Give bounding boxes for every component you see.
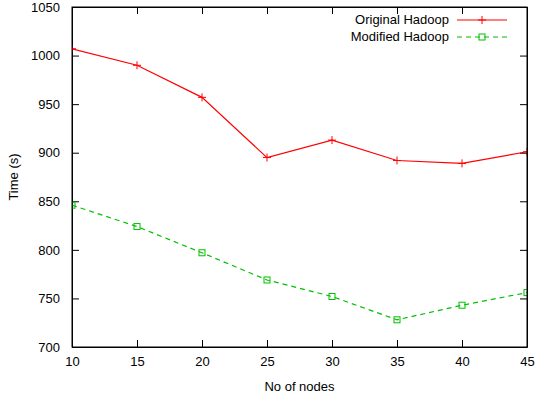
tick: 900: [38, 145, 79, 160]
tick-mark: [520, 250, 527, 251]
tick-mark: [72, 298, 79, 299]
tick-label: 20: [195, 354, 209, 369]
tick-label: 950: [38, 97, 60, 112]
tick-mark: [397, 340, 398, 347]
tick-label: 700: [38, 340, 60, 355]
legend-marker: [478, 16, 486, 24]
y-axis-title: Time (s): [6, 153, 21, 200]
legend: Original Hadoop Modified Hadoop: [351, 12, 507, 44]
tick-mark: [137, 7, 138, 14]
tick-mark: [520, 104, 527, 105]
tick-mark: [72, 104, 79, 105]
point: [198, 93, 206, 101]
point: [133, 61, 141, 69]
marks: [72, 45, 527, 323]
tick: [332, 7, 333, 14]
x-axis-top: [73, 7, 528, 14]
point: [264, 277, 270, 283]
series-line: [72, 49, 527, 164]
tick-label: 45: [520, 354, 534, 369]
tick-mark: [72, 153, 79, 154]
tick-mark: [267, 340, 268, 347]
tick-label: 35: [390, 354, 404, 369]
tick-label: 15: [130, 354, 144, 369]
tick: [520, 104, 527, 105]
tick: [520, 250, 527, 251]
tick-label: 25: [260, 354, 274, 369]
tick: 850: [38, 194, 79, 209]
legend-line: [457, 36, 507, 37]
tick-label: 850: [38, 194, 60, 209]
tick-mark: [202, 7, 203, 14]
legend-label: Modified Hadoop: [351, 29, 449, 44]
tick-mark: [202, 340, 203, 347]
tick-mark: [137, 340, 138, 347]
tick: [520, 201, 527, 202]
frame: [72, 7, 527, 347]
tick: [520, 56, 527, 57]
y-axis-right: [520, 8, 528, 348]
tick-mark: [520, 201, 527, 202]
point: [328, 136, 336, 144]
point: [458, 159, 466, 167]
tick-mark: [72, 250, 79, 251]
tick-label: 750: [38, 291, 60, 306]
chart: 10 15 20 25 30 35 40 45 700 750 800 850 900 950 1000 10…: [0, 0, 545, 399]
tick-mark: [462, 340, 463, 347]
tick-mark: [462, 7, 463, 14]
x-axis-title: No of nodes: [264, 379, 335, 394]
tick-label: 10: [65, 354, 79, 369]
point: [523, 148, 527, 156]
point: [394, 317, 400, 323]
tick-mark: [520, 56, 527, 57]
point: [199, 250, 205, 256]
tick: 30: [325, 340, 339, 369]
tick-mark: [267, 7, 268, 14]
tick-label: 30: [325, 354, 339, 369]
legend-marker: [479, 34, 485, 40]
point: [393, 156, 401, 164]
tick: [137, 7, 138, 14]
point: [134, 224, 140, 230]
tick-label: 1000: [31, 48, 60, 63]
tick-mark: [332, 340, 333, 347]
tick: [520, 298, 527, 299]
tick-label: 800: [38, 243, 60, 258]
tick: 25: [260, 340, 274, 369]
series-line: [72, 205, 527, 320]
legend-label: Original Hadoop: [355, 12, 449, 27]
tick-mark: [520, 298, 527, 299]
tick: 800: [38, 243, 79, 258]
point: [72, 45, 76, 53]
tick-mark: [72, 56, 79, 57]
tick: 20: [195, 340, 209, 369]
x-axis: 10 15 20 25 30 35 40 45: [65, 340, 534, 369]
tick-label: 900: [38, 145, 60, 160]
tick: 40: [455, 340, 469, 369]
plot: 10 15 20 25 30 35 40 45 700 750 800 850 900 950 1000 10…: [31, 0, 535, 369]
tick-label: 40: [455, 354, 469, 369]
tick: [267, 7, 268, 14]
point: [263, 154, 271, 162]
tick: 950: [38, 97, 79, 112]
point: [329, 293, 335, 299]
tick-label: 1050: [31, 0, 60, 15]
tick: 35: [390, 340, 404, 369]
tick: 15: [130, 340, 144, 369]
point: [459, 302, 465, 308]
tick: [462, 7, 463, 14]
tick: 750: [38, 291, 79, 306]
tick: [202, 7, 203, 14]
tick-mark: [332, 7, 333, 14]
